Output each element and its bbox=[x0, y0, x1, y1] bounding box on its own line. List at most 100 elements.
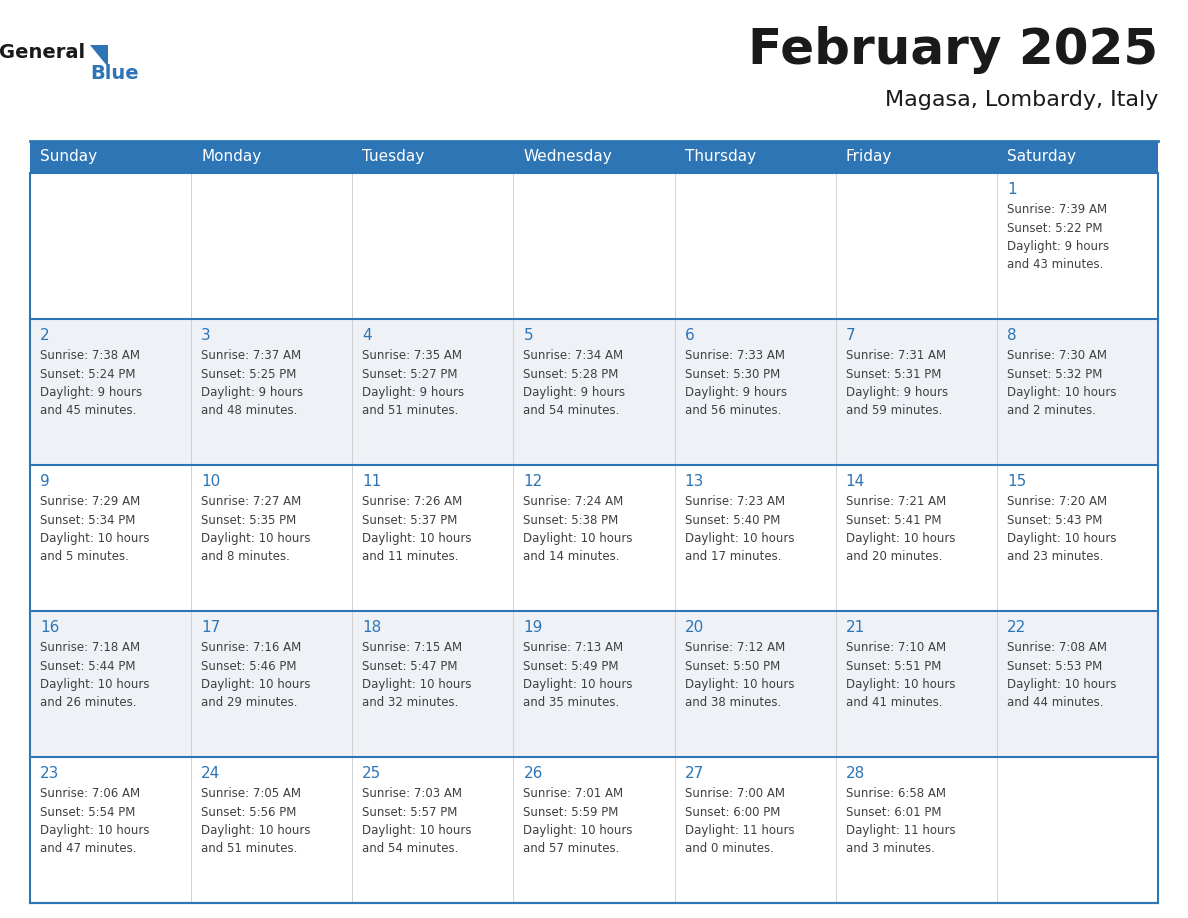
Text: Sunrise: 7:38 AM
Sunset: 5:24 PM
Daylight: 9 hours
and 45 minutes.: Sunrise: 7:38 AM Sunset: 5:24 PM Dayligh… bbox=[40, 349, 143, 418]
Text: Sunrise: 7:24 AM
Sunset: 5:38 PM
Daylight: 10 hours
and 14 minutes.: Sunrise: 7:24 AM Sunset: 5:38 PM Dayligh… bbox=[524, 495, 633, 564]
Bar bbox=[30, 319, 191, 465]
Text: Tuesday: Tuesday bbox=[362, 150, 424, 164]
Bar bbox=[835, 141, 997, 173]
Text: Sunrise: 7:10 AM
Sunset: 5:51 PM
Daylight: 10 hours
and 41 minutes.: Sunrise: 7:10 AM Sunset: 5:51 PM Dayligh… bbox=[846, 641, 955, 710]
Text: 26: 26 bbox=[524, 766, 543, 781]
Text: Sunrise: 7:29 AM
Sunset: 5:34 PM
Daylight: 10 hours
and 5 minutes.: Sunrise: 7:29 AM Sunset: 5:34 PM Dayligh… bbox=[40, 495, 150, 564]
Bar bbox=[191, 173, 353, 319]
Text: 4: 4 bbox=[362, 328, 372, 343]
Text: Sunrise: 7:39 AM
Sunset: 5:22 PM
Daylight: 9 hours
and 43 minutes.: Sunrise: 7:39 AM Sunset: 5:22 PM Dayligh… bbox=[1007, 203, 1108, 272]
Text: Sunrise: 7:13 AM
Sunset: 5:49 PM
Daylight: 10 hours
and 35 minutes.: Sunrise: 7:13 AM Sunset: 5:49 PM Dayligh… bbox=[524, 641, 633, 710]
Bar bbox=[513, 757, 675, 903]
Text: 2: 2 bbox=[40, 328, 50, 343]
Bar bbox=[675, 319, 835, 465]
Text: Saturday: Saturday bbox=[1007, 150, 1076, 164]
Text: 3: 3 bbox=[201, 328, 211, 343]
Text: Sunday: Sunday bbox=[40, 150, 97, 164]
Text: Sunrise: 6:58 AM
Sunset: 6:01 PM
Daylight: 11 hours
and 3 minutes.: Sunrise: 6:58 AM Sunset: 6:01 PM Dayligh… bbox=[846, 787, 955, 856]
Text: 20: 20 bbox=[684, 620, 703, 635]
Polygon shape bbox=[90, 45, 108, 67]
Text: 13: 13 bbox=[684, 474, 704, 489]
Text: 7: 7 bbox=[846, 328, 855, 343]
Bar bbox=[675, 465, 835, 611]
Bar bbox=[30, 465, 191, 611]
Text: 27: 27 bbox=[684, 766, 703, 781]
Bar bbox=[997, 319, 1158, 465]
Bar bbox=[675, 757, 835, 903]
Text: 22: 22 bbox=[1007, 620, 1026, 635]
Bar bbox=[997, 611, 1158, 757]
Bar bbox=[513, 319, 675, 465]
Text: Sunrise: 7:18 AM
Sunset: 5:44 PM
Daylight: 10 hours
and 26 minutes.: Sunrise: 7:18 AM Sunset: 5:44 PM Dayligh… bbox=[40, 641, 150, 710]
Bar bbox=[835, 611, 997, 757]
Text: Sunrise: 7:31 AM
Sunset: 5:31 PM
Daylight: 9 hours
and 59 minutes.: Sunrise: 7:31 AM Sunset: 5:31 PM Dayligh… bbox=[846, 349, 948, 418]
Text: 21: 21 bbox=[846, 620, 865, 635]
Text: 5: 5 bbox=[524, 328, 533, 343]
Text: Sunrise: 7:26 AM
Sunset: 5:37 PM
Daylight: 10 hours
and 11 minutes.: Sunrise: 7:26 AM Sunset: 5:37 PM Dayligh… bbox=[362, 495, 472, 564]
Text: 14: 14 bbox=[846, 474, 865, 489]
Text: 10: 10 bbox=[201, 474, 221, 489]
Bar bbox=[835, 173, 997, 319]
Bar bbox=[997, 465, 1158, 611]
Bar bbox=[675, 141, 835, 173]
Text: Magasa, Lombardy, Italy: Magasa, Lombardy, Italy bbox=[885, 90, 1158, 110]
Bar bbox=[353, 173, 513, 319]
Bar bbox=[353, 465, 513, 611]
Text: Sunrise: 7:03 AM
Sunset: 5:57 PM
Daylight: 10 hours
and 54 minutes.: Sunrise: 7:03 AM Sunset: 5:57 PM Dayligh… bbox=[362, 787, 472, 856]
Text: Sunrise: 7:01 AM
Sunset: 5:59 PM
Daylight: 10 hours
and 57 minutes.: Sunrise: 7:01 AM Sunset: 5:59 PM Dayligh… bbox=[524, 787, 633, 856]
Bar bbox=[353, 611, 513, 757]
Text: Sunrise: 7:16 AM
Sunset: 5:46 PM
Daylight: 10 hours
and 29 minutes.: Sunrise: 7:16 AM Sunset: 5:46 PM Dayligh… bbox=[201, 641, 310, 710]
Bar bbox=[191, 319, 353, 465]
Text: 23: 23 bbox=[40, 766, 59, 781]
Bar bbox=[30, 141, 191, 173]
Text: 12: 12 bbox=[524, 474, 543, 489]
Bar bbox=[30, 611, 191, 757]
Text: Sunrise: 7:27 AM
Sunset: 5:35 PM
Daylight: 10 hours
and 8 minutes.: Sunrise: 7:27 AM Sunset: 5:35 PM Dayligh… bbox=[201, 495, 310, 564]
Bar bbox=[675, 611, 835, 757]
Text: General: General bbox=[0, 43, 86, 62]
Text: Sunrise: 7:33 AM
Sunset: 5:30 PM
Daylight: 9 hours
and 56 minutes.: Sunrise: 7:33 AM Sunset: 5:30 PM Dayligh… bbox=[684, 349, 786, 418]
Text: Sunrise: 7:00 AM
Sunset: 6:00 PM
Daylight: 11 hours
and 0 minutes.: Sunrise: 7:00 AM Sunset: 6:00 PM Dayligh… bbox=[684, 787, 795, 856]
Bar bbox=[513, 173, 675, 319]
Bar bbox=[30, 757, 191, 903]
Bar bbox=[513, 611, 675, 757]
Text: 28: 28 bbox=[846, 766, 865, 781]
Text: Sunrise: 7:30 AM
Sunset: 5:32 PM
Daylight: 10 hours
and 2 minutes.: Sunrise: 7:30 AM Sunset: 5:32 PM Dayligh… bbox=[1007, 349, 1117, 418]
Text: 16: 16 bbox=[40, 620, 59, 635]
Text: February 2025: February 2025 bbox=[748, 26, 1158, 74]
Bar bbox=[353, 319, 513, 465]
Text: Sunrise: 7:08 AM
Sunset: 5:53 PM
Daylight: 10 hours
and 44 minutes.: Sunrise: 7:08 AM Sunset: 5:53 PM Dayligh… bbox=[1007, 641, 1117, 710]
Text: Sunrise: 7:12 AM
Sunset: 5:50 PM
Daylight: 10 hours
and 38 minutes.: Sunrise: 7:12 AM Sunset: 5:50 PM Dayligh… bbox=[684, 641, 794, 710]
Bar bbox=[191, 611, 353, 757]
Text: Wednesday: Wednesday bbox=[524, 150, 612, 164]
Bar bbox=[353, 141, 513, 173]
Text: Sunrise: 7:06 AM
Sunset: 5:54 PM
Daylight: 10 hours
and 47 minutes.: Sunrise: 7:06 AM Sunset: 5:54 PM Dayligh… bbox=[40, 787, 150, 856]
Text: 24: 24 bbox=[201, 766, 221, 781]
Text: Sunrise: 7:34 AM
Sunset: 5:28 PM
Daylight: 9 hours
and 54 minutes.: Sunrise: 7:34 AM Sunset: 5:28 PM Dayligh… bbox=[524, 349, 626, 418]
Bar bbox=[353, 757, 513, 903]
Text: 9: 9 bbox=[40, 474, 50, 489]
Bar bbox=[997, 173, 1158, 319]
Bar bbox=[835, 465, 997, 611]
Bar bbox=[835, 319, 997, 465]
Bar bbox=[675, 173, 835, 319]
Bar bbox=[513, 465, 675, 611]
Bar bbox=[30, 173, 191, 319]
Text: 18: 18 bbox=[362, 620, 381, 635]
Bar bbox=[997, 141, 1158, 173]
Bar bbox=[513, 141, 675, 173]
Text: Sunrise: 7:23 AM
Sunset: 5:40 PM
Daylight: 10 hours
and 17 minutes.: Sunrise: 7:23 AM Sunset: 5:40 PM Dayligh… bbox=[684, 495, 794, 564]
Text: 17: 17 bbox=[201, 620, 221, 635]
Bar bbox=[191, 141, 353, 173]
Text: Sunrise: 7:20 AM
Sunset: 5:43 PM
Daylight: 10 hours
and 23 minutes.: Sunrise: 7:20 AM Sunset: 5:43 PM Dayligh… bbox=[1007, 495, 1117, 564]
Text: Monday: Monday bbox=[201, 150, 261, 164]
Bar bbox=[191, 465, 353, 611]
Text: 11: 11 bbox=[362, 474, 381, 489]
Bar bbox=[997, 757, 1158, 903]
Text: 1: 1 bbox=[1007, 182, 1017, 197]
Text: 15: 15 bbox=[1007, 474, 1026, 489]
Text: 6: 6 bbox=[684, 328, 694, 343]
Text: 19: 19 bbox=[524, 620, 543, 635]
Text: Sunrise: 7:15 AM
Sunset: 5:47 PM
Daylight: 10 hours
and 32 minutes.: Sunrise: 7:15 AM Sunset: 5:47 PM Dayligh… bbox=[362, 641, 472, 710]
Text: Sunrise: 7:37 AM
Sunset: 5:25 PM
Daylight: 9 hours
and 48 minutes.: Sunrise: 7:37 AM Sunset: 5:25 PM Dayligh… bbox=[201, 349, 303, 418]
